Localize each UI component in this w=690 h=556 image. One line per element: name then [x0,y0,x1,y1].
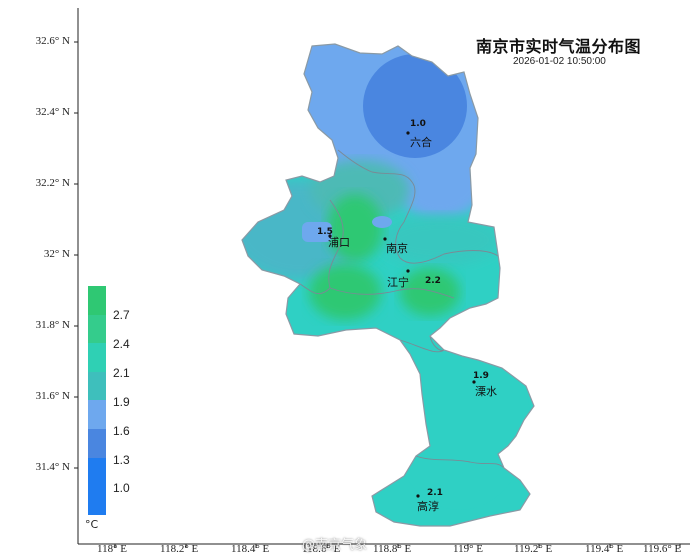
station-name-liuhe: 六合 [410,136,432,149]
y-label-31-8: 31.8° N [35,319,70,331]
legend-swatch-base [88,486,106,516]
station-name-pukou: 浦口 [328,236,350,249]
station-markers [328,131,476,498]
x-ticks [114,544,681,548]
y-ticks [74,41,78,469]
station-dot-jiangning [406,269,410,273]
legend-swatch-1-0 [88,457,106,487]
y-label-32-2: 32.2° N [35,177,70,189]
map-timestamp: 2026-01-02 10:50:00 [513,56,606,67]
legend-label-2-1: 2.1 [113,366,130,380]
station-dot-nanjing [383,237,387,241]
station-dot-lishui [472,380,476,384]
x-label-118-8: 118.8° E [373,543,412,555]
station-name-gaochun: 高淳 [417,500,439,513]
x-label-119-6: 119.6° E [643,543,682,555]
map-title: 南京市实时气温分布图 [476,37,642,56]
station-value-lishui: 1.9 [473,371,489,381]
legend-label-2-4: 2.4 [113,337,130,351]
station-value-gaochun: 2.1 [427,488,443,498]
y-label-32-4: 32.4° N [35,106,70,118]
x-label-119-2: 119.2° E [514,543,553,555]
station-value-pukou: 1.5 [317,227,333,237]
x-label-119: 119° E [453,543,483,555]
x-label-118-6: 118.6° E [302,543,341,555]
legend-label-1-3: 1.3 [113,453,130,467]
station-dot-pukou [328,234,332,238]
station-name-jiangning: 江宁 [387,276,409,289]
x-label-118: 118° E [97,543,127,555]
y-label-31-4: 31.4° N [35,461,70,473]
y-label-32: 32° N [43,248,70,260]
district-boundaries [299,149,505,469]
station-value-jiangning: 2.2 [425,276,441,286]
legend-swatch-1-3 [88,428,106,458]
y-label-32-6: 32.6° N [35,35,70,47]
legend-label-1-6: 1.6 [113,424,130,438]
legend-unit: °C [85,518,99,531]
x-label-119-4: 119.4° E [585,543,624,555]
legend-swatch-1-6 [88,400,106,429]
watermark: @南京气象 [302,538,368,553]
station-dot-gaochun [416,494,420,498]
station-name-nanjing: 南京 [386,242,408,255]
x-label-118-4: 118.4° E [231,543,270,555]
station-name-lishui: 溧水 [475,385,497,398]
y-label-31-6: 31.6° N [35,390,70,402]
legend-label-1-0: 1.0 [113,481,130,495]
station-value-liuhe: 1.0 [410,119,426,129]
legend-label-1-9: 1.9 [113,395,130,409]
legend-label-2-7: 2.7 [113,308,130,322]
legend-swatch-2-1 [88,343,106,372]
station-dot-liuhe [406,131,410,135]
legend-colorbar [88,286,106,516]
legend-swatch-2-7 [88,286,106,315]
legend-swatch-1-9 [88,371,106,401]
legend-swatch-2-4 [88,314,106,344]
x-label-118-2: 118.2° E [160,543,199,555]
